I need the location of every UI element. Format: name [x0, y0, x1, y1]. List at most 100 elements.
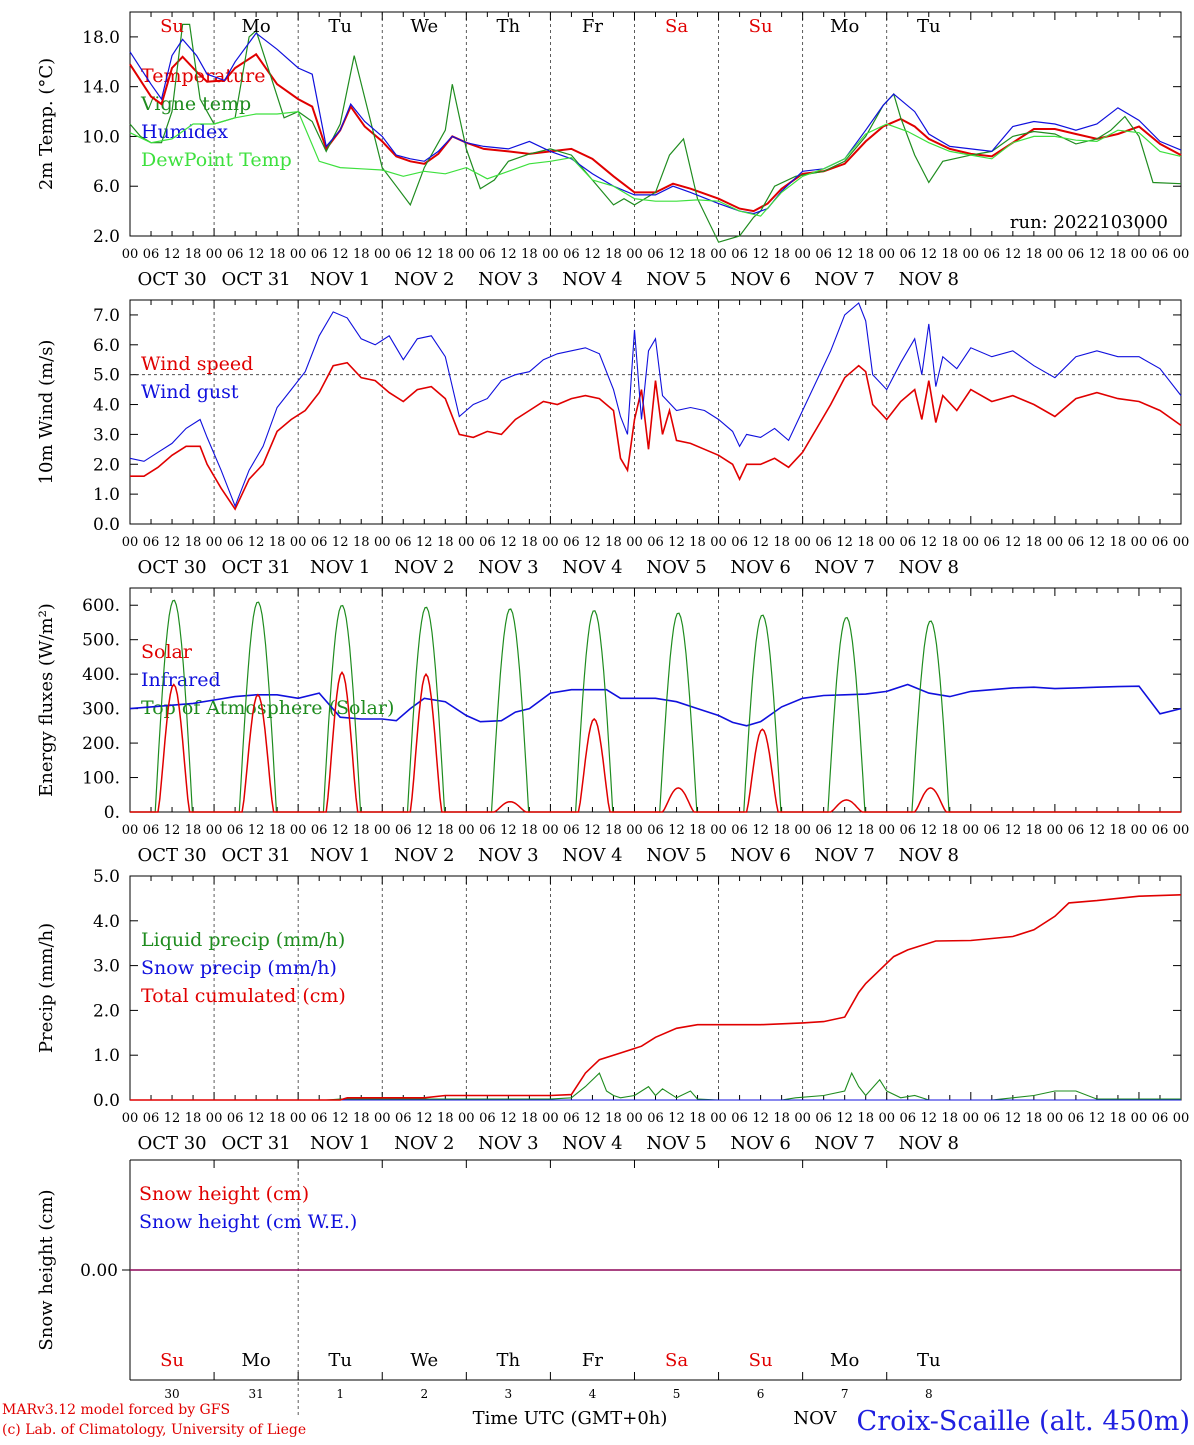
legend-entry: Humidex: [141, 121, 228, 143]
hour-tick-label: 00: [1047, 823, 1064, 838]
hour-tick-label: 18: [1026, 823, 1043, 838]
hour-tick-label: 06: [1152, 823, 1169, 838]
day-number-label: 3: [505, 1387, 513, 1401]
hour-tick-label: 06: [143, 823, 160, 838]
hour-tick-label: 06: [1152, 1111, 1169, 1126]
hour-tick-label: 06: [395, 823, 412, 838]
y-tick-label: 3.0: [93, 957, 120, 977]
hour-tick-label: 06: [984, 823, 1001, 838]
date-label: NOV 8: [899, 269, 959, 290]
hour-tick-label: 00: [206, 247, 223, 262]
hour-tick-label: 06: [899, 247, 916, 262]
hour-tick-label: 06: [984, 1111, 1001, 1126]
day-of-week-label: Tu: [328, 1350, 352, 1371]
series-line-dewpoint-temp: [129, 110, 1182, 217]
day-of-week-label: Th: [497, 1350, 521, 1371]
hour-tick-label: 18: [269, 535, 286, 550]
hour-tick-label: 12: [332, 535, 349, 550]
panel-5: 0.00 Snow height (cm) Snow height (cm) Snow…: [36, 1159, 1182, 1429]
legend-entry: Solar: [141, 641, 193, 663]
date-label: OCT 31: [222, 845, 291, 866]
hour-tick-label: 00: [1047, 1111, 1064, 1126]
hour-tick-label: 00: [374, 1111, 391, 1126]
x-axis-label: Time UTC (GMT+0h): [473, 1408, 668, 1429]
y-tick-label: 4.0: [93, 912, 120, 932]
hour-tick-label: 18: [269, 247, 286, 262]
hour-tick-label: 00: [1173, 823, 1190, 838]
hour-tick-label: 00: [1047, 247, 1064, 262]
hour-tick-label: 00: [1131, 247, 1148, 262]
panel-4: 0.0 1.0 2.0 3.0 4.0 5.0 Precip (mm/h) Liquid pr…: [36, 867, 1182, 1111]
hour-tick-label: 06: [143, 247, 160, 262]
y-tick-label: 2.0: [93, 1001, 120, 1021]
hour-tick-label: 12: [1089, 823, 1106, 838]
day-of-week-label: Su: [160, 1350, 184, 1371]
date-label: NOV 1: [310, 557, 370, 578]
hour-tick-label: 00: [626, 1111, 643, 1126]
hour-tick-label: 18: [521, 823, 538, 838]
date-label: NOV 1: [310, 269, 370, 290]
hour-tick-label: 18: [1110, 247, 1127, 262]
hour-tick-label: 00: [122, 823, 139, 838]
day-of-week-label: Tu: [328, 16, 352, 37]
day-of-week-label: We: [410, 16, 438, 37]
hour-tick-label: 06: [647, 247, 664, 262]
y-tick-label: 4.0: [93, 396, 120, 416]
hour-tick-label: 18: [1026, 247, 1043, 262]
hour-tick-label: 00: [1131, 535, 1148, 550]
legend-entry: DewPoint Temp: [141, 149, 292, 171]
y-tick-label: 5.0: [93, 867, 120, 887]
hour-tick-label: 00: [1173, 1111, 1190, 1126]
hour-tick-label: 06: [815, 823, 832, 838]
day-of-week-label: Mo: [241, 1350, 270, 1371]
date-label: NOV 8: [899, 557, 959, 578]
day-of-week-label: Su: [749, 16, 773, 37]
hour-tick-label: 12: [584, 535, 601, 550]
day-number-label: 31: [248, 1387, 263, 1401]
hour-tick-label: 00: [206, 1111, 223, 1126]
y-tick-label: 2.0: [93, 227, 120, 247]
hour-tick-label: 00: [290, 823, 307, 838]
date-label: NOV 8: [899, 1133, 959, 1154]
hour-tick-label: 12: [752, 1111, 769, 1126]
day-number-label: 30: [164, 1387, 179, 1401]
hour-tick-label: 06: [311, 823, 328, 838]
hour-tick-label: 12: [164, 823, 181, 838]
legend-entry: Liquid precip (mm/h): [141, 929, 345, 951]
hour-tick-label: 12: [584, 1111, 601, 1126]
y-tick-label: 0.0: [93, 515, 120, 535]
date-label: NOV 5: [646, 1133, 706, 1154]
hour-tick-label: 00: [290, 535, 307, 550]
legend-entry: Total cumulated (cm): [141, 985, 346, 1007]
hour-tick-label: 12: [752, 535, 769, 550]
hour-tick-label: 12: [836, 247, 853, 262]
series-line-wind-speed: [130, 361, 1182, 511]
hour-tick-label: 00: [794, 535, 811, 550]
hour-tick-label: 12: [584, 823, 601, 838]
hour-tick-label: 18: [689, 535, 706, 550]
hour-tick-label: 12: [164, 1111, 181, 1126]
hour-tick-label: 00: [878, 823, 895, 838]
y-tick-label: 14.0: [82, 78, 120, 98]
hour-tick-label: 00: [794, 823, 811, 838]
hour-tick-label: 18: [521, 1111, 538, 1126]
hour-tick-label: 12: [668, 1111, 685, 1126]
series-line-humidex: [129, 32, 1182, 215]
hour-tick-label: 00: [1131, 1111, 1148, 1126]
panel-3: 0. 100. 200. 300. 400. 500. 600. Energy fluxes …: [36, 587, 1182, 823]
hour-tick-label: 06: [647, 535, 664, 550]
hour-tick-label: 18: [942, 1111, 959, 1126]
hour-tick-label: 06: [311, 535, 328, 550]
hour-tick-label: 00: [626, 535, 643, 550]
date-label: OCT 30: [137, 845, 206, 866]
hour-tick-label: 06: [1068, 823, 1085, 838]
hour-tick-label: 00: [1173, 247, 1190, 262]
hour-tick-label: 12: [248, 1111, 265, 1126]
hour-tick-label: 06: [479, 247, 496, 262]
hour-tick-label: 00: [542, 247, 559, 262]
day-of-week-label: Sa: [665, 16, 688, 37]
hour-tick-label: 00: [710, 1111, 727, 1126]
date-label: NOV 5: [646, 845, 706, 866]
hour-tick-label: 00: [206, 535, 223, 550]
